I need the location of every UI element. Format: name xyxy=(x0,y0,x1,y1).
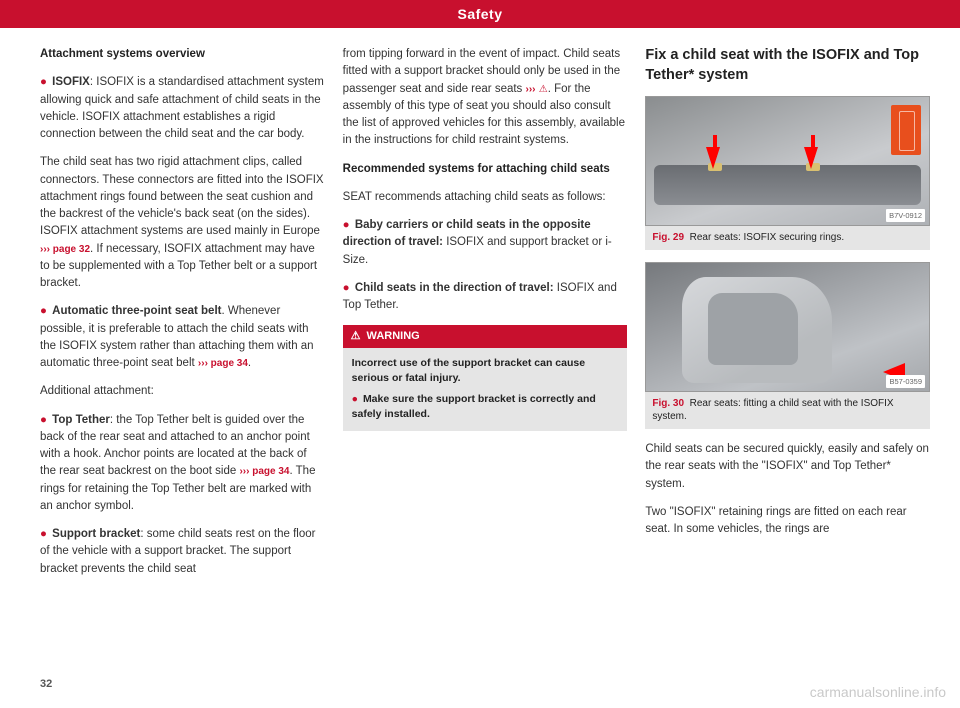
toptether-label: Top Tether xyxy=(52,414,110,426)
watermark: carmanualsonline.info xyxy=(810,684,946,700)
figure-29-image: B7V-0912 xyxy=(645,96,930,226)
xref-page-34b[interactable]: ››› page 34 xyxy=(239,466,289,477)
para-seat-recommends: SEAT recommends attaching child seats as… xyxy=(343,189,628,206)
column-1: Attachment systems overview ● ISOFIX: IS… xyxy=(40,46,325,658)
bullet-dot-icon: ● xyxy=(40,303,47,320)
connectors-text: The child seat has two rigid attachment … xyxy=(40,156,324,237)
figure-29-label: Fig. 29 xyxy=(652,232,684,243)
auto-belt-label: Automatic three-point seat belt xyxy=(52,305,221,317)
para-additional: Additional attachment: xyxy=(40,383,325,400)
xref-page-32[interactable]: ››› page 32 xyxy=(40,244,90,255)
xref-page-34a[interactable]: ››› page 34 xyxy=(198,358,248,369)
child-seat-inner-shape xyxy=(708,293,798,365)
chapter-header: Safety xyxy=(0,0,960,28)
bullet-dot-icon: ● xyxy=(343,217,350,234)
arrow-icon xyxy=(706,147,720,169)
page-number: 32 xyxy=(40,678,52,690)
seat-cushion-shape xyxy=(654,165,921,205)
bullet-baby: ● Baby carriers or child seats in the op… xyxy=(343,217,628,269)
bullet-dot-icon: ● xyxy=(40,526,47,543)
para-connectors: The child seat has two rigid attachment … xyxy=(40,154,325,292)
warning-box: ⚠ WARNING Incorrect use of the support b… xyxy=(343,325,628,430)
bullet-support-bracket: ● Support bracket: some child seats rest… xyxy=(40,526,325,578)
figure-30: B57-0359 Fig. 30 Rear seats: fitting a c… xyxy=(645,262,930,429)
bullet-auto-belt: ● Automatic three-point seat belt. Whene… xyxy=(40,303,325,372)
xref-warn[interactable]: ››› xyxy=(526,84,536,95)
manual-page: Safety Attachment systems overview ● ISO… xyxy=(0,0,960,708)
bullet-isofix: ● ISOFIX: ISOFIX is a standardised attac… xyxy=(40,74,325,143)
isofix-label: ISOFIX xyxy=(52,76,90,88)
figure-29: B7V-0912 Fig. 29 Rear seats: ISOFIX secu… xyxy=(645,96,930,250)
isofix-tag-icon xyxy=(891,105,921,155)
figure-29-code: B7V-0912 xyxy=(886,209,925,222)
figure-30-caption: Fig. 30 Rear seats: fitting a child seat… xyxy=(645,392,930,429)
figure-30-code: B57-0359 xyxy=(886,375,925,388)
figure-29-caption: Fig. 29 Rear seats: ISOFIX securing ring… xyxy=(645,226,930,250)
warning-title: WARNING xyxy=(367,328,420,345)
para-rings: Two "ISOFIX" retaining rings are fitted … xyxy=(645,504,930,539)
dir-label: Child seats in the direction of travel: xyxy=(355,282,554,294)
subhead-recommended: Recommended systems for attaching child … xyxy=(343,161,628,178)
bullet-toptether: ● Top Tether: the Top Tether belt is gui… xyxy=(40,412,325,516)
figure-30-label: Fig. 30 xyxy=(652,398,684,409)
para-tipping: from tipping forward in the event of imp… xyxy=(343,46,628,150)
bullet-dot-icon: ● xyxy=(40,74,47,91)
bullet-dot-icon: ● xyxy=(352,392,358,407)
arrow-icon xyxy=(804,147,818,169)
para-secured: Child seats can be secured quickly, easi… xyxy=(645,441,930,493)
bullet-direction: ● Child seats in the direction of travel… xyxy=(343,280,628,315)
warning-p1: Incorrect use of the support bracket can… xyxy=(352,356,619,386)
chapter-title: Safety xyxy=(457,6,502,22)
column-2: from tipping forward in the event of imp… xyxy=(343,46,628,658)
warning-body: Incorrect use of the support bracket can… xyxy=(343,348,628,431)
subhead-overview: Attachment systems overview xyxy=(40,46,325,63)
warning-p2-text: Make sure the support bracket is correct… xyxy=(352,393,596,420)
warning-triangle-icon: ⚠ xyxy=(539,84,548,95)
figure-29-caption-text: Rear seats: ISOFIX securing rings. xyxy=(690,232,845,243)
warning-p2: ● Make sure the support bracket is corre… xyxy=(352,392,619,422)
support-label: Support bracket xyxy=(52,528,140,540)
column-3: Fix a child seat with the ISOFIX and Top… xyxy=(645,46,930,658)
warning-triangle-icon: ⚠ xyxy=(351,328,361,345)
figure-30-caption-text: Rear seats: fitting a child seat with th… xyxy=(652,398,893,422)
section-title: Fix a child seat with the ISOFIX and Top… xyxy=(645,46,930,85)
bullet-dot-icon: ● xyxy=(40,412,47,429)
warning-header: ⚠ WARNING xyxy=(343,325,628,348)
bullet-dot-icon: ● xyxy=(343,280,350,297)
figure-30-image: B57-0359 xyxy=(645,262,930,392)
content-columns: Attachment systems overview ● ISOFIX: IS… xyxy=(0,28,960,658)
